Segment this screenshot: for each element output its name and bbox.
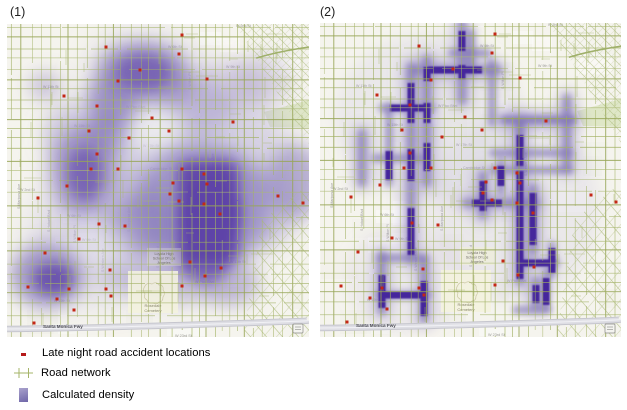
svg-text:Angeles: Angeles [158, 261, 171, 265]
svg-text:S Mariposa Ave: S Mariposa Ave [330, 183, 334, 208]
svg-text:S Mariposa Ave: S Mariposa Ave [17, 184, 21, 209]
svg-text:Cemetery: Cemetery [457, 307, 474, 312]
svg-text:W 2nd St: W 2nd St [548, 23, 563, 27]
svg-text:Angeles: Angeles [471, 260, 484, 264]
svg-text:Rosedale: Rosedale [458, 302, 476, 307]
svg-text:Rosedale: Rosedale [145, 303, 163, 308]
svg-text:Loyola High: Loyola High [155, 252, 174, 256]
svg-text:Loyola High: Loyola High [468, 251, 487, 255]
svg-text:W 6th St: W 6th St [380, 213, 394, 217]
svg-text:School Of Los: School Of Los [153, 257, 176, 261]
svg-text:Cemetery: Cemetery [144, 308, 161, 313]
svg-text:W 9th St: W 9th St [538, 64, 552, 68]
svg-text:W 23rd St: W 23rd St [175, 334, 193, 337]
svg-text:W 23rd St: W 23rd St [488, 333, 506, 337]
svg-text:W 2nd St: W 2nd St [20, 188, 35, 192]
svg-text:W 2nd St: W 2nd St [236, 24, 251, 28]
svg-text:School Of Los: School Of Los [466, 256, 489, 260]
svg-text:W 6th St: W 6th St [480, 44, 494, 48]
svg-text:S Hobart Blvd: S Hobart Blvd [360, 209, 364, 231]
svg-text:W 2nd St: W 2nd St [333, 187, 348, 191]
svg-text:Santa Monica Fwy: Santa Monica Fwy [43, 324, 83, 329]
svg-text:Santa Monica Fwy: Santa Monica Fwy [356, 323, 396, 328]
